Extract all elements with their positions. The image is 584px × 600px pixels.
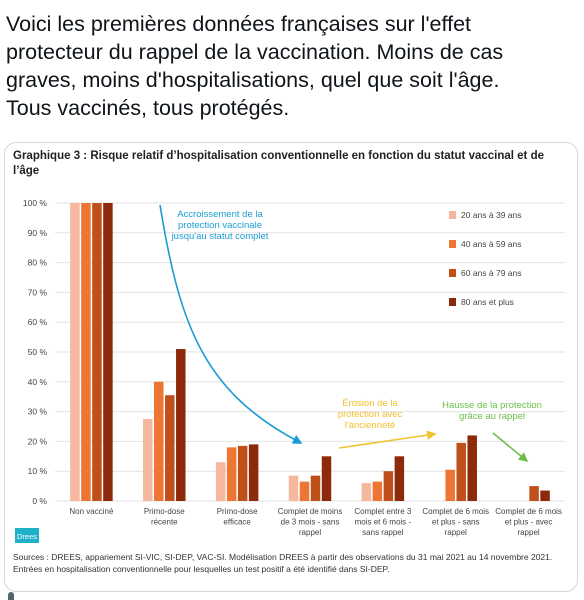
annotation-label: grâce au rappel <box>459 411 525 422</box>
bar <box>70 203 80 501</box>
y-tick-label: 10 % <box>28 466 48 476</box>
source-line: Entrées en hospitalisation conventionnel… <box>13 564 390 574</box>
drees-logo-text: Drees <box>17 532 37 541</box>
legend-label: 80 ans et plus <box>461 297 514 307</box>
bar <box>215 462 226 501</box>
x-tick-label: Primo-dose <box>217 507 258 516</box>
legend-label: 40 ans à 59 ans <box>461 239 522 249</box>
x-tick-label: Complet de moins <box>278 507 342 516</box>
legend-swatch <box>449 240 456 248</box>
bar <box>394 456 405 501</box>
tweet-media-image[interactable]: Graphique 3 : Risque relatif d’hospitali… <box>4 142 578 592</box>
x-tick-label: récente <box>151 518 178 527</box>
annotation-label: protection avec <box>338 409 403 420</box>
figure-title: Graphique 3 : Risque relatif d’hospitali… <box>13 149 569 179</box>
bar <box>361 483 372 501</box>
legend-swatch <box>449 298 456 306</box>
location-pin-icon <box>8 592 14 600</box>
x-tick-label: et plus - sans <box>432 518 480 527</box>
bar <box>383 471 394 501</box>
bar <box>445 469 455 501</box>
bar <box>176 349 186 501</box>
bar <box>248 444 259 501</box>
legend-swatch <box>449 269 456 277</box>
legend-swatch <box>449 211 456 219</box>
y-tick-label: 40 % <box>28 377 48 387</box>
bar <box>456 442 466 501</box>
bar <box>143 419 153 501</box>
bar <box>165 395 175 501</box>
annotation-label: protection vaccinale <box>178 220 262 231</box>
bar <box>321 456 332 501</box>
x-tick-label: efficace <box>223 518 251 527</box>
bar <box>226 447 237 501</box>
tweet-text-line: graves, moins d'hospitalisations, quel q… <box>6 68 500 92</box>
annotation-arrow <box>492 432 529 463</box>
bar-chart: 0 % 10 % 20 % 30 % 40 % 50 % 60 % 70 % 80 % 90 % 1… <box>15 198 565 543</box>
annotation-arrow <box>338 430 437 449</box>
legend-label: 60 ans à 79 ans <box>461 268 522 278</box>
x-tick-label: Complet de 6 mois <box>495 507 562 516</box>
y-tick-label: 20 % <box>28 436 48 446</box>
x-tick-label: Non vacciné <box>69 507 114 516</box>
bar <box>372 481 383 501</box>
annotation-label: Hausse de la protection <box>442 400 542 411</box>
y-tick-label: 0 % <box>32 496 47 506</box>
annotation-label: l'ancienneté <box>345 420 395 431</box>
bar <box>540 490 550 501</box>
y-tick-label: 60 % <box>28 317 48 327</box>
tweet-author-strip <box>0 592 584 600</box>
y-tick-label: 70 % <box>28 287 48 297</box>
x-tick-label: rappel <box>445 528 467 537</box>
x-tick-label: Complet de 6 mois <box>422 507 489 516</box>
x-tick-label: rappel <box>299 528 321 537</box>
bar <box>288 475 299 501</box>
annotation-label: jusqu'au statut complet <box>171 231 269 242</box>
bar <box>299 481 310 501</box>
tweet-text: Voici les premières données françaises s… <box>6 10 578 122</box>
tweet-text-line: Tous vaccinés, tous protégés. <box>6 96 290 120</box>
y-tick-label: 100 % <box>23 198 48 208</box>
figure-source-note: Sources : DREES, appariement SI-VIC, SI-… <box>13 551 569 575</box>
source-line: Sources : DREES, appariement SI-VIC, SI-… <box>13 552 553 562</box>
x-tick-label: de 3 mois - sans <box>281 518 340 527</box>
x-tick-label: rappel <box>517 528 539 537</box>
figure-title-line: Graphique 3 : Risque relatif d’hospitali… <box>13 150 544 162</box>
x-tick-label: sans rappel <box>362 528 404 537</box>
drees-logo <box>15 528 39 543</box>
bar <box>237 445 248 501</box>
y-tick-label: 50 % <box>28 347 48 357</box>
annotation-label: Accroissement de la <box>177 209 263 220</box>
figure-title-line: l’âge <box>13 165 40 177</box>
legend-label: 20 ans à 39 ans <box>461 210 522 220</box>
x-tick-label: et plus - avec <box>505 518 553 527</box>
bar <box>103 203 113 501</box>
bar <box>92 203 102 501</box>
bar <box>81 203 91 501</box>
x-tick-label: Primo-dose <box>144 507 185 516</box>
x-tick-label: Complet entre 3 <box>354 507 411 516</box>
bar <box>529 486 539 501</box>
y-tick-label: 90 % <box>28 228 48 238</box>
tweet-text-line: protecteur du rappel de la vaccination. … <box>6 40 504 64</box>
y-tick-label: 30 % <box>28 407 48 417</box>
bar <box>467 435 477 501</box>
bar <box>310 475 321 501</box>
annotation-arrow <box>159 204 303 444</box>
x-tick-label: mois et 6 mois - <box>355 518 412 527</box>
bar <box>154 381 164 501</box>
annotation-label: Érosion de la <box>342 398 398 409</box>
y-tick-label: 80 % <box>28 258 48 268</box>
tweet-text-line: Voici les premières données françaises s… <box>6 12 472 36</box>
